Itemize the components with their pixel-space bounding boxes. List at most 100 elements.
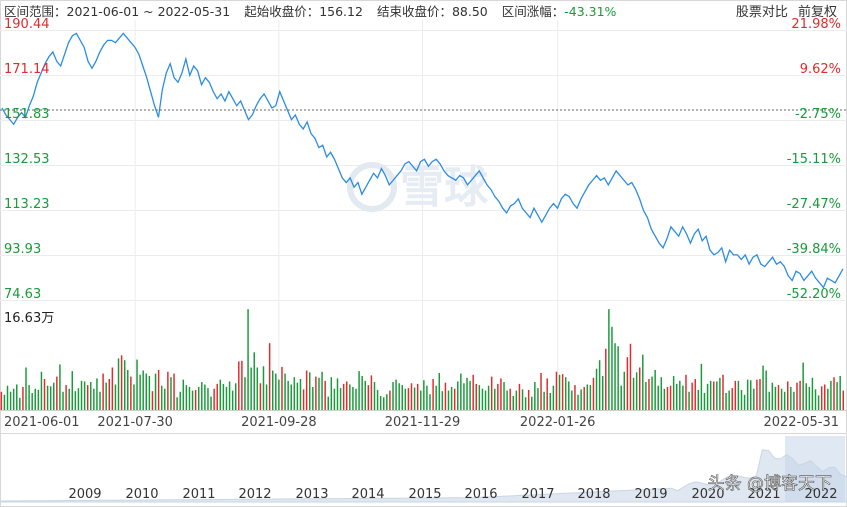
volume-bar (22, 386, 24, 410)
right-axis-tick: -15.11% (787, 152, 841, 167)
volume-bar (361, 375, 363, 410)
volume-bar (349, 384, 351, 410)
volume-max-label: 16.63万 (4, 311, 54, 326)
volume-bar (478, 385, 481, 410)
volume-bar (346, 381, 348, 410)
watermark-logo-icon (347, 162, 397, 212)
volume-bar (811, 377, 814, 410)
volume-bar (512, 396, 515, 410)
volume-bar (691, 382, 693, 410)
x-axis-tick: 2022-05-31 (763, 415, 839, 430)
range-summary: 区间范围：2021-06-01 ~ 2022-05-31 起始收盘价：156.1… (4, 1, 626, 20)
volume-bar (352, 386, 354, 410)
change-label: 区间涨幅：-43.31% (502, 4, 617, 19)
volume-bar (278, 379, 280, 410)
volume-bar (392, 382, 394, 410)
volume-bar (435, 385, 437, 410)
volume-bar (59, 364, 61, 410)
volume-bar (74, 391, 77, 410)
volume-bar (552, 385, 555, 410)
volume-bar (762, 365, 764, 410)
overview-navigator[interactable]: 2009 2010 2011 2012 2013 2014 2015 2016 2017 2018… (0, 436, 847, 503)
volume-bar (833, 377, 835, 410)
watermark-text: 雪球 (400, 162, 489, 213)
volume-bar (3, 394, 6, 410)
volume-bar (234, 383, 237, 410)
overview-year-tick: 2010 (125, 487, 158, 502)
volume-bar (472, 374, 474, 410)
volume-bar (315, 376, 317, 410)
volume-bar (256, 367, 259, 410)
right-axis-tick: 21.98% (791, 17, 841, 32)
volume-bar (709, 380, 712, 410)
volume-bar (194, 389, 197, 410)
volume-bar (231, 390, 234, 410)
credit-text: 头条 @博客天下 (708, 474, 832, 494)
volume-bar (157, 369, 160, 410)
left-axis-tick: 190.44 (4, 17, 50, 32)
adjust-button[interactable]: 前复权 (797, 5, 837, 20)
volume-bar (796, 382, 798, 410)
volume-bar (805, 383, 807, 410)
volume-bar (586, 384, 589, 410)
volume-bar (373, 382, 376, 410)
volume-bar (182, 379, 185, 410)
volume-bar (750, 380, 752, 410)
volume-bar (620, 385, 622, 410)
volume-bar (420, 390, 422, 410)
volume-bar (756, 379, 758, 410)
volume-bar (318, 377, 320, 410)
volume-bar (817, 395, 820, 410)
right-axis-tick: -52.20% (787, 287, 841, 302)
volume-bar (577, 394, 579, 410)
volume-bar (12, 388, 15, 410)
compare-button[interactable]: 股票对比 (735, 5, 788, 20)
overview-year-tick: 2019 (634, 487, 667, 502)
right-axis-tick: -2.75% (795, 107, 841, 122)
volume-bar (262, 366, 265, 410)
volume-bar (497, 383, 499, 410)
volume-bar (207, 388, 209, 410)
volume-bar (635, 372, 638, 410)
volume-bar (780, 388, 783, 410)
overview-selection[interactable] (785, 436, 845, 502)
volume-bar (672, 375, 675, 410)
volume-bar (447, 390, 450, 410)
volume-bar (839, 375, 841, 410)
volume-bar (336, 378, 339, 410)
volume-bar (222, 383, 225, 410)
volume-bar (376, 389, 379, 410)
volume-bar (259, 383, 262, 410)
volume-bar (16, 384, 18, 410)
left-axis-tick: 132.53 (4, 152, 50, 167)
volume-bar (148, 375, 151, 410)
end-price-label: 结束收盘价：88.50 (376, 4, 488, 19)
volume-bar (154, 373, 157, 410)
volume-bar (290, 384, 292, 410)
volume-bar (657, 385, 659, 410)
volume-bar (725, 392, 727, 410)
volume-bar (213, 388, 215, 410)
x-axis-tick: 2022-01-26 (520, 415, 596, 430)
volume-bar (170, 377, 172, 410)
overview-year-tick: 2014 (351, 487, 384, 502)
volume-bar (697, 389, 700, 410)
volume-bar (642, 354, 644, 410)
volume-bar (410, 383, 413, 410)
volume-bar (71, 371, 74, 410)
volume-bar (93, 388, 95, 410)
volume-bar (558, 374, 561, 410)
chart-options: 股票对比 前复权 (730, 1, 837, 20)
volume-bar (271, 370, 274, 410)
volume-bar (521, 389, 524, 410)
overview-year-tick: 2022 (804, 487, 837, 502)
volume-bar (281, 366, 283, 410)
volume-bar (43, 379, 46, 410)
volume-bar (457, 381, 459, 410)
volume-bar (238, 361, 240, 410)
volume-bar (330, 377, 333, 410)
volume-bar (716, 381, 718, 410)
